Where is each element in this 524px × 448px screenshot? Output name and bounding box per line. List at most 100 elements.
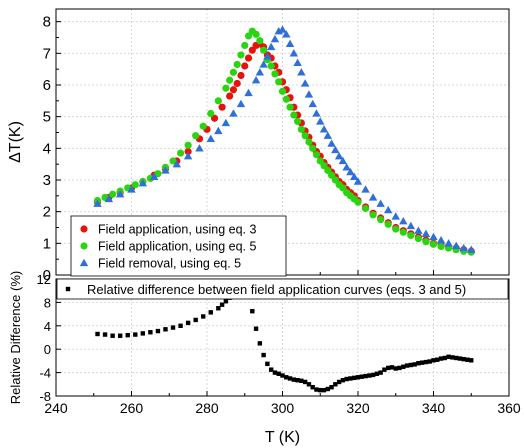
point-0-2-35 [323,131,332,139]
point-1-0-13 [193,317,198,323]
y-tick-label: 4 [44,319,51,334]
x-tick-label: 260 [120,400,144,416]
point-0-2-50 [406,221,416,230]
point-0-2-46 [376,199,385,207]
point-0-1-21 [237,51,245,59]
point-0-2-45 [368,193,378,201]
point-1-0-29 [265,361,270,367]
point-0-2-20 [266,42,276,51]
point-0-2-23 [278,25,287,33]
point-1-0-47 [333,382,338,387]
point-1-0-36 [291,377,297,382]
point-0-1-14 [199,122,207,130]
point-0-2-31 [308,99,317,108]
legend-label: Field application, using eq. 5 [98,240,256,254]
point-1-0-33 [280,373,285,378]
point-0-2-0 [93,199,102,207]
y-tick-label: -4 [39,366,51,381]
legend-marker [80,225,88,233]
point-0-2-42 [350,172,359,180]
point-1-0-44 [321,387,327,393]
point-1-0-42 [314,387,319,392]
point-0-1-52 [354,198,362,206]
point-0-1-26 [256,37,264,45]
point-0-2-51 [414,226,423,234]
point-0-1-22 [241,41,249,50]
point-1-0-76 [442,355,448,361]
point-0-1-37 [297,125,305,133]
point-1-0-39 [302,379,308,385]
point-1-0-82 [465,357,470,362]
point-0-1-25 [252,30,260,38]
y-tick-label: 7 [43,45,51,62]
point-1-0-52 [352,375,357,381]
point-1-0-59 [378,370,383,375]
point-1-0-3 [117,333,123,338]
y-tick-label: 12 [37,272,51,287]
point-0-1-12 [184,141,192,149]
point-1-0-34 [284,375,289,380]
point-0-0-12 [218,103,226,111]
point-0-2-47 [384,205,393,214]
point-1-0-74 [435,357,440,362]
point-1-0-28 [261,352,266,358]
point-0-2-56 [451,241,461,250]
point-0-1-20 [233,60,241,69]
point-0-1-63 [437,242,445,251]
point-0-1-16 [214,97,222,105]
point-0-1-38 [301,132,309,140]
y-axis-label: ΔT(K) [7,121,24,163]
point-1-0-79 [453,355,459,361]
point-0-2-36 [327,139,336,147]
point-1-0-16 [216,306,221,311]
point-1-0-6 [140,331,146,336]
point-0-2-13 [229,109,238,117]
point-0-0-16 [237,71,245,80]
point-1-0-1 [102,332,108,337]
point-0-2-28 [297,68,306,76]
point-1-0-8 [155,328,161,334]
point-0-1-10 [169,157,177,165]
point-1-0-25 [250,308,255,314]
point-1-0-80 [457,356,463,361]
x-tick-label: 320 [346,400,370,416]
point-0-2-14 [236,99,246,108]
point-0-1-2 [109,190,117,198]
point-1-0-31 [272,370,278,375]
point-0-2-21 [270,34,280,43]
point-1-0-32 [276,371,281,376]
point-0-1-8 [154,170,162,178]
point-0-2-38 [334,152,344,160]
point-0-1-41 [312,151,321,159]
y-tick-label: 0 [44,342,51,357]
point-1-0-72 [427,359,432,364]
point-0-2-44 [361,185,370,193]
point-0-1-19 [229,68,238,76]
point-1-0-57 [370,372,376,378]
point-0-2-55 [444,239,453,247]
point-0-0-13 [226,92,234,100]
point-1-0-45 [325,386,330,392]
point-0-2-9 [195,144,204,152]
point-0-1-56 [384,220,392,228]
y-tick-label: 8 [43,14,51,31]
point-1-0-37 [295,378,300,383]
point-1-0-0 [95,331,100,337]
point-0-2-3 [127,185,136,193]
legend-label: Field application, using eq. 3 [98,223,256,237]
point-0-1-55 [377,215,385,224]
point-1-0-26 [253,326,259,331]
point-0-2-24 [282,30,291,38]
point-1-0-70 [419,360,425,365]
x-tick-label: 300 [271,400,295,416]
point-0-2-17 [255,68,265,76]
point-0-0-18 [244,54,253,62]
point-0-1-27 [260,46,268,54]
point-1-0-40 [306,382,312,387]
point-0-0-14 [229,86,238,94]
point-1-0-65 [401,364,406,369]
point-0-2-25 [285,39,295,47]
point-1-0-10 [170,325,176,330]
point-0-1-53 [361,204,370,213]
